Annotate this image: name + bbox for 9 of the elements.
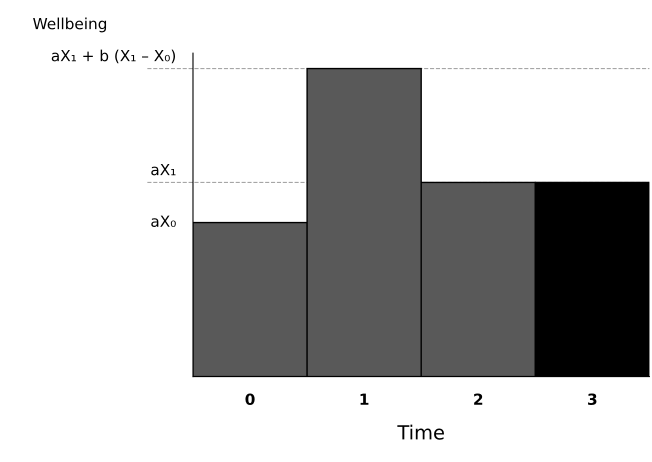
x-tick-label: 0 [245, 393, 255, 406]
ref-line-label: aX₁ [151, 164, 176, 176]
y-axis-title: Wellbeing [33, 18, 106, 32]
x-tick-label: 1 [360, 394, 368, 405]
x-axis-title: Time [397, 424, 444, 440]
annotation: aX₀ [151, 216, 176, 227]
x-tick-label: 2 [474, 393, 482, 405]
ref-line-label: aX₁ + b (X₁ – X₀) [52, 50, 176, 64]
x-tick-label: 3 [588, 393, 596, 406]
